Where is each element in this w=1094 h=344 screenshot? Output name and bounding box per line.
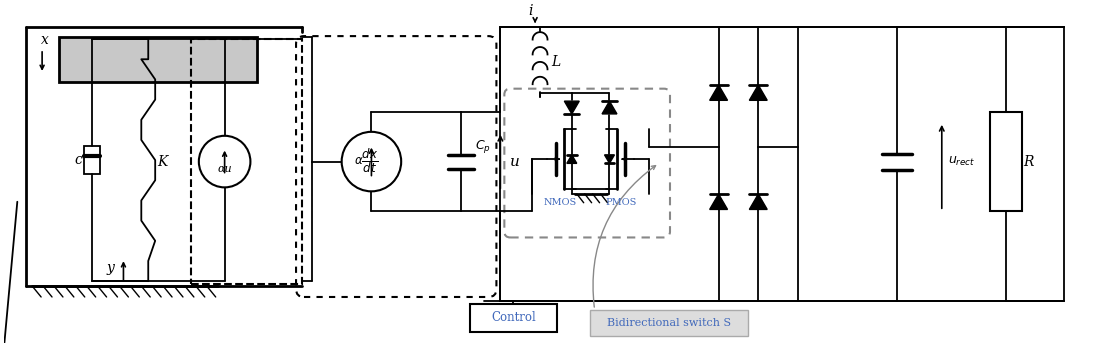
Polygon shape <box>605 155 615 163</box>
Text: c: c <box>74 153 82 167</box>
Text: $u_{rect}$: $u_{rect}$ <box>947 155 976 168</box>
Text: αu: αu <box>218 163 232 173</box>
Polygon shape <box>749 194 767 209</box>
Text: L: L <box>551 55 560 69</box>
Text: NMOS: NMOS <box>544 198 577 207</box>
Bar <box>590 310 748 336</box>
Text: K: K <box>156 154 167 169</box>
Circle shape <box>341 132 401 191</box>
Polygon shape <box>710 85 728 100</box>
Text: $C_p$: $C_p$ <box>475 138 490 155</box>
Text: $\alpha\dfrac{dx}{dt}$: $\alpha\dfrac{dx}{dt}$ <box>354 148 379 175</box>
Text: Bidirectional switch S: Bidirectional switch S <box>607 318 731 328</box>
Bar <box>84 146 100 174</box>
Text: y: y <box>106 261 115 275</box>
Bar <box>990 112 1022 211</box>
Bar <box>59 37 257 82</box>
Polygon shape <box>567 155 577 163</box>
Bar <box>190 39 302 284</box>
Text: R: R <box>1023 154 1034 169</box>
Text: Control: Control <box>491 311 536 324</box>
Text: PMOS: PMOS <box>606 198 637 207</box>
Polygon shape <box>710 194 728 209</box>
Text: i: i <box>528 4 533 18</box>
Text: x: x <box>42 33 49 46</box>
Bar <box>469 304 557 332</box>
Polygon shape <box>602 101 617 114</box>
Circle shape <box>199 136 251 187</box>
Text: u: u <box>510 154 520 169</box>
Polygon shape <box>749 85 767 100</box>
Polygon shape <box>565 101 579 114</box>
